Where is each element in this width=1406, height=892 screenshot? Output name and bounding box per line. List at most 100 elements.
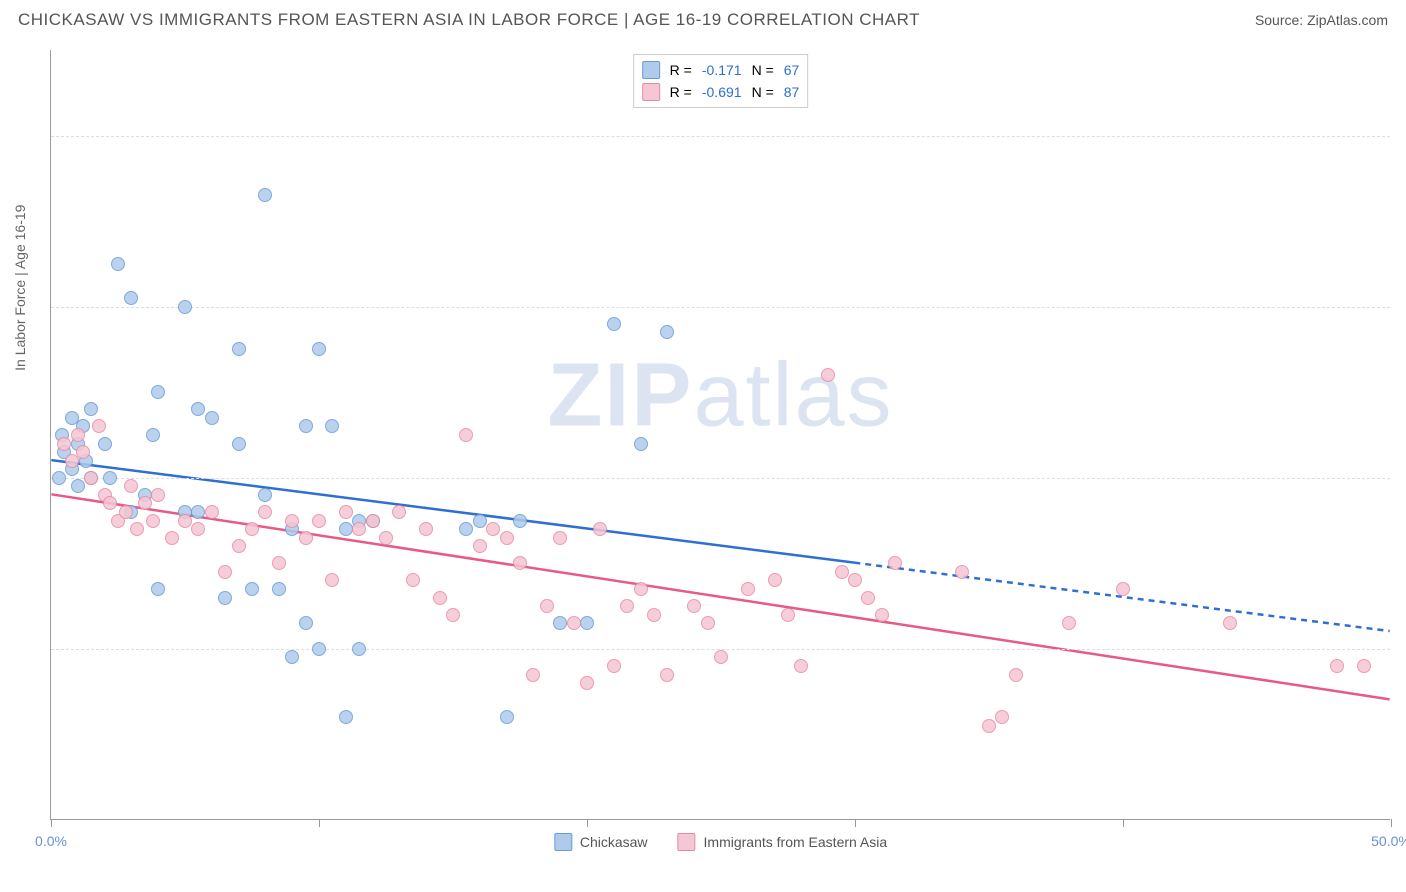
data-point: [339, 522, 353, 536]
chart-title: CHICKASAW VS IMMIGRANTS FROM EASTERN ASI…: [18, 10, 920, 30]
x-tick: [51, 819, 52, 827]
watermark-text: ZIPatlas: [547, 345, 893, 448]
data-point: [57, 437, 71, 451]
x-tick-label: 50.0%: [1371, 833, 1406, 849]
swatch-series-1: [642, 61, 660, 79]
data-point: [205, 505, 219, 519]
data-point: [660, 668, 674, 682]
data-point: [607, 659, 621, 673]
swatch-series-2: [642, 83, 660, 101]
data-point: [446, 608, 460, 622]
data-point: [781, 608, 795, 622]
series-legend: Chickasaw Immigrants from Eastern Asia: [554, 833, 887, 851]
data-point: [366, 514, 380, 528]
data-point: [178, 514, 192, 528]
data-point: [553, 531, 567, 545]
data-point: [1330, 659, 1344, 673]
gridline: [51, 307, 1390, 308]
data-point: [146, 428, 160, 442]
data-point: [124, 291, 138, 305]
r-value: -0.691: [702, 84, 742, 100]
data-point: [634, 582, 648, 596]
data-point: [71, 428, 85, 442]
chart-container: CHICKASAW VS IMMIGRANTS FROM EASTERN ASI…: [0, 0, 1406, 892]
data-point: [500, 710, 514, 724]
data-point: [232, 342, 246, 356]
data-point: [888, 556, 902, 570]
data-point: [687, 599, 701, 613]
data-point: [459, 428, 473, 442]
data-point: [103, 471, 117, 485]
data-point: [1009, 668, 1023, 682]
data-point: [835, 565, 849, 579]
y-axis-title: In Labor Force | Age 16-19: [12, 205, 28, 371]
data-point: [741, 582, 755, 596]
data-point: [352, 522, 366, 536]
data-point: [647, 608, 661, 622]
data-point: [191, 505, 205, 519]
data-point: [245, 522, 259, 536]
data-point: [620, 599, 634, 613]
data-point: [580, 616, 594, 630]
data-point: [299, 531, 313, 545]
data-point: [325, 573, 339, 587]
data-point: [701, 616, 715, 630]
data-point: [553, 616, 567, 630]
data-point: [245, 582, 259, 596]
data-point: [1116, 582, 1130, 596]
data-point: [151, 488, 165, 502]
plot-area: ZIPatlas R = -0.171 N = 67 R = -0.691 N …: [50, 50, 1390, 820]
data-point: [513, 556, 527, 570]
data-point: [92, 419, 106, 433]
r-value: -0.171: [702, 62, 742, 78]
data-point: [875, 608, 889, 622]
data-point: [103, 496, 117, 510]
data-point: [119, 505, 133, 519]
x-tick: [855, 819, 856, 827]
legend-label: Chickasaw: [580, 834, 648, 850]
x-tick-label: 0.0%: [35, 833, 67, 849]
data-point: [130, 522, 144, 536]
data-point: [848, 573, 862, 587]
swatch-icon: [678, 833, 696, 851]
x-tick: [587, 819, 588, 827]
data-point: [258, 505, 272, 519]
data-point: [580, 676, 594, 690]
data-point: [84, 402, 98, 416]
data-point: [272, 582, 286, 596]
data-point: [593, 522, 607, 536]
data-point: [205, 411, 219, 425]
x-tick: [1391, 819, 1392, 827]
data-point: [567, 616, 581, 630]
legend-item-2: Immigrants from Eastern Asia: [678, 833, 888, 851]
data-point: [607, 317, 621, 331]
data-point: [218, 565, 232, 579]
data-point: [111, 257, 125, 271]
data-point: [285, 650, 299, 664]
gridline: [51, 136, 1390, 137]
legend-item-1: Chickasaw: [554, 833, 648, 851]
swatch-icon: [554, 833, 572, 851]
data-point: [258, 488, 272, 502]
r-label: R =: [670, 84, 692, 100]
data-point: [379, 531, 393, 545]
data-point: [232, 539, 246, 553]
data-point: [339, 710, 353, 724]
x-tick: [1123, 819, 1124, 827]
data-point: [768, 573, 782, 587]
data-point: [258, 188, 272, 202]
n-value: 67: [784, 62, 800, 78]
n-value: 87: [784, 84, 800, 100]
data-point: [392, 505, 406, 519]
data-point: [272, 556, 286, 570]
data-point: [634, 437, 648, 451]
data-point: [513, 514, 527, 528]
n-label: N =: [752, 84, 774, 100]
data-point: [98, 437, 112, 451]
data-point: [660, 325, 674, 339]
data-point: [165, 531, 179, 545]
data-point: [312, 642, 326, 656]
data-point: [52, 471, 66, 485]
data-point: [433, 591, 447, 605]
data-point: [995, 710, 1009, 724]
